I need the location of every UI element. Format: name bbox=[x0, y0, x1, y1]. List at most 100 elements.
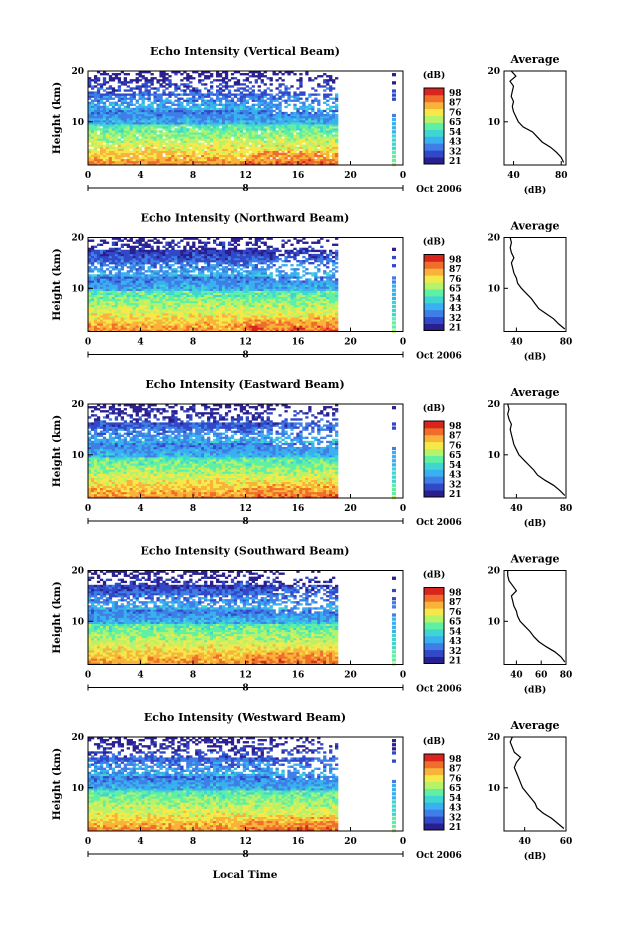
heatmap-cell bbox=[242, 87, 247, 90]
heatmap-cell bbox=[141, 154, 145, 158]
heatmap-cell bbox=[221, 134, 226, 137]
colorbar-tick-label: 76 bbox=[449, 108, 462, 118]
heatmap-cell bbox=[168, 146, 172, 149]
heatmap-cell bbox=[138, 152, 142, 156]
heatmap-cell bbox=[135, 323, 139, 326]
heatmap-cell bbox=[126, 73, 130, 76]
heatmap-cell bbox=[332, 162, 336, 166]
heatmap-cell bbox=[93, 325, 98, 328]
heatmap-cell bbox=[126, 156, 130, 160]
heatmap-cell bbox=[251, 111, 255, 115]
heatmap-cell bbox=[269, 130, 273, 133]
heatmap-cell bbox=[320, 156, 324, 160]
heatmap-cell bbox=[335, 329, 339, 332]
heatmap-cell bbox=[144, 146, 148, 149]
heatmap-cell bbox=[335, 142, 339, 145]
heatmap-cell bbox=[153, 296, 157, 300]
heatmap-cell bbox=[138, 85, 142, 88]
heatmap-cell bbox=[278, 292, 282, 296]
heatmap-cell bbox=[311, 144, 315, 147]
heatmap-cell bbox=[102, 107, 107, 111]
heatmap-cell bbox=[213, 158, 217, 162]
heatmap-cell bbox=[99, 144, 104, 147]
heatmap-cell bbox=[156, 130, 160, 133]
heatmap-cell bbox=[150, 162, 154, 166]
heatmap-cell bbox=[210, 294, 214, 298]
heatmap-cell bbox=[299, 144, 303, 147]
heatmap-cell bbox=[251, 140, 255, 143]
heatmap-cell bbox=[257, 300, 261, 304]
heatmap-cell bbox=[90, 313, 95, 316]
heatmap-cell bbox=[153, 142, 157, 145]
heatmap-cell bbox=[317, 107, 321, 111]
heatmap-cell bbox=[320, 152, 324, 156]
heatmap-cell bbox=[99, 300, 104, 304]
heatmap-cell bbox=[129, 126, 133, 129]
heatmap-cell bbox=[308, 325, 312, 328]
heatmap-cell bbox=[293, 309, 297, 312]
heatmap-cell bbox=[192, 150, 196, 154]
heatmap-cell bbox=[210, 292, 214, 296]
heatmap-cell bbox=[159, 158, 163, 162]
heatmap-cell bbox=[90, 111, 95, 115]
heatmap-cell bbox=[162, 317, 166, 320]
heatmap-cell bbox=[275, 142, 279, 145]
heatmap-cell bbox=[90, 103, 95, 107]
heatmap-cell bbox=[111, 156, 116, 160]
heatmap-cell bbox=[174, 122, 178, 125]
heatmap-cell bbox=[168, 160, 172, 164]
heatmap-cell bbox=[147, 309, 151, 312]
heatmap-cell bbox=[210, 128, 214, 131]
heatmap-cell bbox=[314, 302, 318, 306]
heatmap-cell bbox=[314, 99, 318, 102]
heatmap-cell bbox=[323, 306, 327, 310]
heatmap-cell bbox=[281, 156, 285, 160]
heatmap-cell bbox=[147, 302, 151, 306]
heatmap-cell bbox=[102, 120, 107, 123]
heatmap-cell bbox=[210, 111, 214, 115]
heatmap-cell bbox=[177, 142, 181, 145]
heatmap-cell bbox=[129, 298, 133, 302]
heatmap-cell bbox=[320, 148, 324, 151]
heatmap-cell bbox=[102, 321, 107, 324]
heatmap-cell bbox=[260, 156, 264, 160]
heatmap-cell bbox=[272, 150, 276, 154]
heatmap-cell bbox=[254, 138, 258, 141]
heatmap-cell bbox=[111, 317, 116, 320]
heatmap-cell bbox=[111, 97, 116, 100]
heatmap-cell bbox=[245, 311, 250, 314]
heatmap-cell bbox=[251, 298, 255, 302]
heatmap-cell bbox=[308, 313, 312, 316]
heatmap-cell bbox=[111, 136, 116, 139]
heatmap-cell bbox=[269, 323, 273, 326]
heatmap-cell bbox=[296, 124, 300, 127]
heatmap-cell bbox=[296, 300, 300, 304]
heatmap-cell bbox=[123, 105, 127, 109]
heatmap-cell bbox=[204, 126, 208, 129]
heatmap-cell bbox=[96, 83, 101, 86]
heatmap-cell bbox=[168, 325, 172, 328]
heatmap-cell bbox=[111, 105, 116, 109]
heatmap-cell bbox=[204, 99, 208, 102]
heatmap-cell bbox=[311, 154, 315, 158]
heatmap-cell bbox=[224, 118, 229, 121]
heatmap-cell bbox=[251, 325, 255, 328]
heatmap-cell bbox=[269, 107, 273, 111]
heatmap-cell bbox=[242, 73, 247, 76]
heatmap-cell bbox=[305, 306, 309, 310]
heatmap-cell bbox=[221, 138, 226, 141]
heatmap-cell bbox=[135, 319, 139, 322]
heatmap-cell bbox=[105, 294, 110, 298]
heatmap-cell bbox=[308, 294, 312, 298]
heatmap-cell bbox=[189, 290, 193, 293]
heatmap-cell bbox=[266, 294, 270, 298]
heatmap-cell bbox=[159, 122, 163, 125]
heatmap-cell bbox=[254, 118, 258, 121]
heatmap-cell bbox=[299, 162, 303, 166]
heatmap-cell bbox=[171, 315, 175, 318]
heatmap-cell bbox=[123, 325, 127, 328]
heatmap-cell bbox=[251, 302, 255, 306]
heatmap-cell bbox=[171, 304, 175, 308]
heatmap-cell bbox=[335, 321, 339, 324]
heatmap-cell bbox=[147, 321, 151, 324]
